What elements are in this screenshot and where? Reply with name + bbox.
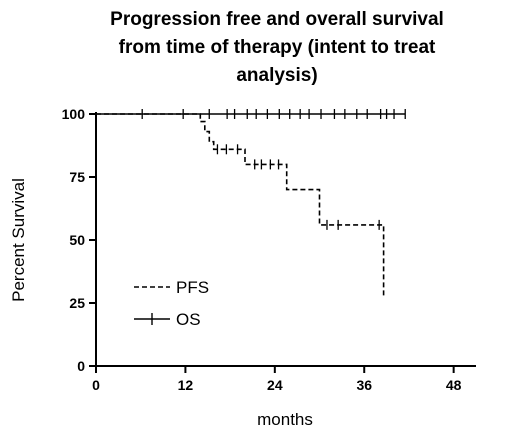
title-line-1: Progression free and overall survival xyxy=(110,9,444,30)
x-tick-label: 0 xyxy=(92,377,100,393)
x-tick-label: 12 xyxy=(178,377,194,393)
legend-item-pfs: PFS xyxy=(134,278,209,297)
chart-title: Progression free and overall survival fr… xyxy=(110,9,444,86)
legend-item-os: OS xyxy=(134,310,201,329)
plot-area: 0 25 50 75 100 0 12 24 36 48 xyxy=(62,106,476,393)
y-tick-label: 0 xyxy=(77,358,85,374)
legend: PFS OS xyxy=(134,278,209,329)
x-axis-title: months xyxy=(257,410,313,429)
x-tick-label: 24 xyxy=(267,377,283,393)
legend-label-pfs: PFS xyxy=(176,278,209,297)
y-tick-label: 100 xyxy=(62,106,86,122)
y-tick-label: 75 xyxy=(69,169,85,185)
x-tick-label: 48 xyxy=(446,377,462,393)
y-tick-label: 50 xyxy=(69,232,85,248)
series-line-pfs xyxy=(96,113,386,297)
y-tick-label: 25 xyxy=(69,295,85,311)
y-axis-title: Percent Survival xyxy=(9,178,28,302)
x-tick-label: 36 xyxy=(356,377,372,393)
legend-label-os: OS xyxy=(176,310,201,329)
title-line-2: from time of therapy (intent to treat xyxy=(119,37,436,58)
title-line-3: analysis) xyxy=(236,65,317,86)
